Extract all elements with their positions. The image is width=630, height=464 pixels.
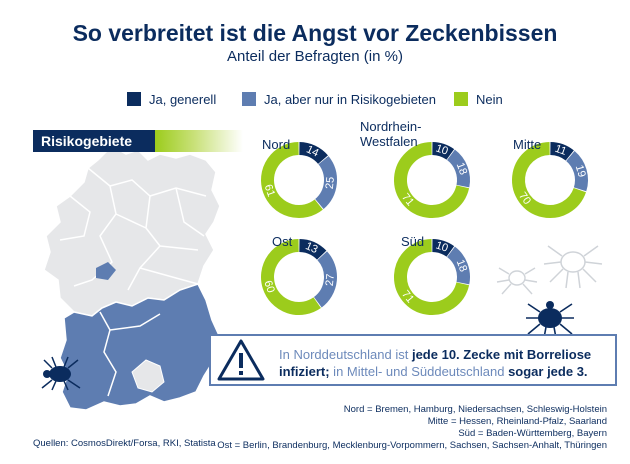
legend-item-risikogebiete: Ja, aber nur in Risikogebieten bbox=[242, 89, 436, 109]
warning-part2: in Mittel- und Süddeutschland bbox=[329, 364, 509, 379]
donut-value-label: 71 bbox=[399, 288, 416, 305]
donut-segment-risikogebiete bbox=[313, 251, 337, 308]
map-state-borders bbox=[59, 167, 207, 291]
region-label-mitte: Mitte bbox=[513, 137, 542, 152]
region-label-ost: Ost bbox=[272, 234, 293, 249]
warning-bold2: sogar jede 3. bbox=[508, 364, 588, 379]
region-label-sued: Süd bbox=[401, 234, 425, 249]
tick-outline-icon bbox=[543, 245, 603, 289]
map-label: Risikogebiete bbox=[33, 130, 155, 152]
donut-value-label: 13 bbox=[304, 240, 320, 256]
region-label-nrw-line2: Westfalen bbox=[360, 134, 418, 149]
map-risk-south bbox=[59, 283, 223, 411]
donut-value-label: 61 bbox=[262, 183, 277, 199]
legend-label: Nein bbox=[476, 91, 503, 107]
tick-icon bbox=[41, 356, 81, 391]
warning-text: In Norddeutschland ist jede 10. Zecke mi… bbox=[279, 346, 609, 380]
warning-icon bbox=[217, 339, 265, 381]
donut-chart: 10 18 71 bbox=[394, 142, 470, 218]
map-risk-spot-middle bbox=[96, 262, 116, 280]
tick-outline-icon-small bbox=[496, 267, 538, 295]
donut-segment-nein bbox=[394, 142, 470, 218]
donut-chart: 13 27 60 bbox=[261, 239, 337, 315]
donut-chart: 10 18 71 bbox=[394, 239, 470, 315]
donut-value-label: 25 bbox=[324, 176, 337, 189]
donut-segment-ja-generell bbox=[431, 142, 455, 160]
legend-item-ja-generell: Ja, generell bbox=[127, 89, 216, 109]
definition-sued: Süd = Baden-Württemberg, Bayern bbox=[458, 428, 607, 439]
donut-chart: 11 19 70 bbox=[512, 142, 588, 218]
donut-segment-risikogebiete bbox=[446, 149, 470, 188]
legend-swatch bbox=[127, 92, 141, 106]
warning-bold1: jede 10. Zecke mit Borreliose infiziert; bbox=[279, 347, 592, 379]
donut-segment-nein bbox=[261, 239, 321, 315]
donut-segment-ja-generell bbox=[298, 142, 328, 165]
donut-segment-nein bbox=[394, 239, 470, 315]
source-note: Quellen: CosmosDirekt/Forsa, RKI, Statis… bbox=[33, 438, 216, 449]
legend-swatch bbox=[242, 92, 256, 106]
region-label-nord: Nord bbox=[262, 137, 291, 152]
donut-segment-ja-generell bbox=[431, 239, 455, 257]
donut-value-label: 18 bbox=[454, 258, 470, 274]
donut-value-label: 19 bbox=[573, 164, 588, 179]
legend-item-nein: Nein bbox=[454, 89, 503, 109]
definition-ost: Ost = Berlin, Brandenburg, Mecklenburg-V… bbox=[217, 440, 607, 451]
definition-nord: Nord = Bremen, Hamburg, Niedersachsen, S… bbox=[343, 404, 607, 415]
donut-segment-ja-generell bbox=[549, 142, 574, 161]
donut-segment-risikogebiete bbox=[446, 246, 470, 285]
legend-label: Ja, aber nur in Risikogebieten bbox=[264, 91, 436, 107]
donut-segment-nein bbox=[261, 142, 323, 218]
risk-label-stripe bbox=[155, 130, 243, 152]
donut-value-label: 18 bbox=[454, 161, 470, 177]
definition-mitte: Mitte = Hessen, Rheinland-Pfalz, Saarlan… bbox=[427, 416, 607, 427]
donut-value-label: 27 bbox=[324, 273, 337, 286]
donut-segment-risikogebiete bbox=[314, 156, 337, 209]
warning-part1: In Norddeutschland ist bbox=[279, 347, 412, 362]
donut-value-label: 60 bbox=[261, 279, 276, 294]
legend-swatch bbox=[454, 92, 468, 106]
donut-segment-ja-generell bbox=[298, 239, 327, 260]
page-subtitle: Anteil der Befragten (in %) bbox=[227, 48, 403, 65]
donut-value-label: 10 bbox=[434, 142, 449, 157]
page-title: So verbreitet ist die Angst vor Zeckenbi… bbox=[72, 20, 558, 46]
donut-value-label: 70 bbox=[516, 190, 533, 207]
warning-box bbox=[209, 334, 617, 386]
tick-icon-large bbox=[526, 301, 574, 339]
legend-label: Ja, generell bbox=[149, 91, 217, 107]
map-nonrisk-patch bbox=[131, 359, 165, 393]
donut-segment-risikogebiete bbox=[565, 151, 588, 192]
donut-chart: 14 25 61 bbox=[261, 142, 337, 218]
donut-value-label: 71 bbox=[399, 191, 416, 208]
donut-value-label: 14 bbox=[304, 143, 320, 159]
donut-value-label: 11 bbox=[553, 143, 568, 158]
map-south-borders bbox=[99, 311, 161, 397]
donut-value-label: 10 bbox=[434, 239, 449, 254]
donut-segment-nein bbox=[512, 142, 586, 218]
region-label-nrw-line1: Nordrhein- bbox=[360, 119, 422, 134]
